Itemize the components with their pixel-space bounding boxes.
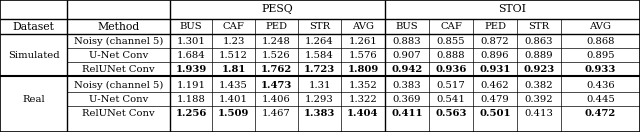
Text: PED: PED [484,22,506,31]
Text: Noisy (channel 5): Noisy (channel 5) [74,36,163,46]
Text: 1.81: 1.81 [221,65,246,74]
Text: 0.896: 0.896 [481,51,509,60]
Text: 0.563: 0.563 [435,109,467,117]
Text: 1.473: 1.473 [261,81,292,89]
Text: AVG: AVG [589,22,611,31]
Text: RelUNet Conv: RelUNet Conv [82,65,155,74]
Text: 1.322: 1.322 [349,95,378,103]
Text: 1.576: 1.576 [349,51,378,60]
Text: 0.933: 0.933 [585,65,616,74]
Text: 0.907: 0.907 [393,51,421,60]
Text: 0.872: 0.872 [481,37,509,46]
Text: 0.889: 0.889 [525,51,554,60]
Text: 1.404: 1.404 [348,109,379,117]
Text: 1.526: 1.526 [262,51,291,60]
Text: 0.923: 0.923 [524,65,555,74]
Text: 1.256: 1.256 [175,109,207,117]
Text: 0.411: 0.411 [391,109,423,117]
Text: 0.936: 0.936 [435,65,467,74]
Text: 1.467: 1.467 [262,109,291,117]
Text: 0.888: 0.888 [436,51,465,60]
Text: 0.479: 0.479 [481,95,509,103]
Text: 1.301: 1.301 [177,37,205,46]
Text: 1.435: 1.435 [219,81,248,89]
Text: RelUNet Conv: RelUNet Conv [82,109,155,117]
Text: 1.762: 1.762 [261,65,292,74]
Text: 1.401: 1.401 [219,95,248,103]
Text: 0.369: 0.369 [393,95,421,103]
Text: 0.942: 0.942 [392,65,422,74]
Text: 1.293: 1.293 [305,95,334,103]
Text: 1.584: 1.584 [305,51,334,60]
Text: 0.383: 0.383 [393,81,421,89]
Text: STR: STR [309,22,330,31]
Text: 0.413: 0.413 [525,109,554,117]
Text: 0.931: 0.931 [479,65,511,74]
Text: 0.382: 0.382 [525,81,554,89]
Text: 1.191: 1.191 [177,81,205,89]
Text: 1.939: 1.939 [175,65,207,74]
Text: 0.855: 0.855 [436,37,465,46]
Text: 1.684: 1.684 [177,51,205,60]
Text: 0.895: 0.895 [586,51,615,60]
Text: PESQ: PESQ [262,4,293,15]
Text: 0.462: 0.462 [481,81,509,89]
Text: 0.868: 0.868 [586,37,615,46]
Text: 1.512: 1.512 [219,51,248,60]
Text: Method: Method [97,22,140,32]
Text: BUS: BUS [396,22,419,31]
Text: Real: Real [22,95,45,103]
Text: 0.863: 0.863 [525,37,553,46]
Text: Noisy (channel 5): Noisy (channel 5) [74,80,163,90]
Text: 1.406: 1.406 [262,95,291,103]
Text: 1.188: 1.188 [177,95,205,103]
Text: 1.264: 1.264 [305,37,334,46]
Text: 1.248: 1.248 [262,37,291,46]
Text: PED: PED [266,22,287,31]
Text: 1.31: 1.31 [308,81,331,89]
Text: 0.436: 0.436 [586,81,615,89]
Text: Simulated: Simulated [8,51,60,60]
Text: 0.501: 0.501 [479,109,511,117]
Text: STR: STR [529,22,550,31]
Text: CAF: CAF [440,22,462,31]
Text: 1.723: 1.723 [304,65,335,74]
Text: CAF: CAF [223,22,244,31]
Text: Dataset: Dataset [13,22,54,32]
Text: 0.445: 0.445 [586,95,615,103]
Text: AVG: AVG [352,22,374,31]
Text: 1.352: 1.352 [349,81,378,89]
Text: 0.541: 0.541 [436,95,465,103]
Text: 1.383: 1.383 [304,109,335,117]
Text: STOI: STOI [499,4,527,15]
Text: 0.472: 0.472 [585,109,616,117]
Text: 0.883: 0.883 [393,37,421,46]
Text: U-Net Conv: U-Net Conv [89,51,148,60]
Text: 1.261: 1.261 [349,37,378,46]
Text: 1.509: 1.509 [218,109,249,117]
Text: 1.809: 1.809 [348,65,379,74]
Text: 0.517: 0.517 [436,81,465,89]
Text: 1.23: 1.23 [222,37,244,46]
Text: 0.392: 0.392 [525,95,554,103]
Text: U-Net Conv: U-Net Conv [89,95,148,103]
Text: BUS: BUS [180,22,202,31]
